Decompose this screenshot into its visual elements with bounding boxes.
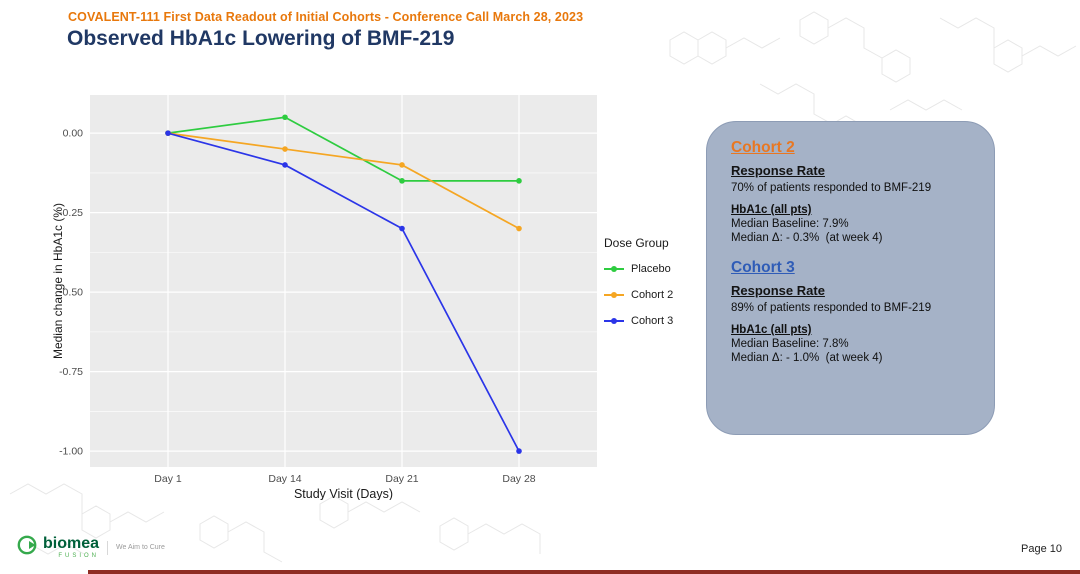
svg-text:-0.25: -0.25 — [59, 207, 83, 219]
legend-item: Placebo — [604, 262, 673, 276]
cohort3-response-rate-text: 89% of patients responded to BMF-219 — [731, 302, 932, 314]
cohort3-hba1c-label: HbA1c (all pts) — [731, 324, 812, 336]
svg-text:-0.75: -0.75 — [59, 366, 83, 378]
cohort3-heading: Cohort 3 — [731, 259, 795, 276]
chart-legend: Dose Group Placebo Cohort 2 Cohort 3 — [604, 236, 673, 340]
cohort2-delta: Median Δ: - 0.3% (at week 4) — [731, 232, 883, 244]
legend-items: Placebo Cohort 2 Cohort 3 — [604, 262, 673, 328]
cohort2-baseline: Median Baseline: 7.9% — [731, 218, 849, 230]
page-title: Observed HbA1c Lowering of BMF-219 — [67, 27, 455, 50]
legend-title: Dose Group — [604, 236, 669, 250]
svg-text:Median change in HbA1c (%): Median change in HbA1c (%) — [51, 203, 65, 359]
svg-text:-1.00: -1.00 — [59, 446, 83, 458]
biomea-fusion-label: FUSION — [58, 553, 100, 559]
cohort3-delta: Median Δ: - 1.0% (at week 4) — [731, 352, 883, 364]
biomea-wordmark: biomea — [43, 535, 100, 552]
biomea-logo-icon — [16, 534, 38, 561]
cohort2-block: Cohort 2 Response Rate 70% of patients r… — [731, 139, 970, 244]
cohort2-response-rate-label: Response Rate — [731, 163, 825, 178]
cohort2-heading: Cohort 2 — [731, 139, 795, 156]
cohort3-block: Cohort 3 Response Rate 89% of patients r… — [731, 259, 970, 364]
legend-item-label: Cohort 2 — [631, 289, 674, 301]
slide-kicker: COVALENT-111 First Data Readout of Initi… — [68, 10, 584, 24]
legend-swatch — [604, 314, 624, 328]
cohort2-response-rate-text: 70% of patients responded to BMF-219 — [731, 182, 932, 194]
molecule-doodle-bottom-left — [9, 483, 541, 563]
legend-item-label: Placebo — [631, 263, 671, 275]
page-number: Page 10 — [1021, 543, 1062, 555]
biomea-logo: biomea FUSION We Aim to Cure — [16, 534, 165, 561]
legend-swatch — [604, 288, 624, 302]
biomea-wordmark-wrap: biomea FUSION — [43, 535, 100, 560]
svg-text:-0.50: -0.50 — [59, 287, 83, 299]
hba1c-chart: 0.00 -0.25 -0.50 -0.75 -1.00 Day 1 Day 14 Day 2… — [51, 95, 597, 500]
legend-item-label: Cohort 3 — [631, 315, 674, 327]
legend-swatch — [604, 262, 624, 276]
legend-item: Cohort 2 — [604, 288, 673, 302]
biomea-tagline: We Aim to Cure — [107, 540, 165, 555]
cohort3-baseline: Median Baseline: 7.8% — [731, 338, 849, 350]
molecule-doodle-top-right — [669, 11, 1077, 149]
infobox: Cohort 2 Response Rate 70% of patients r… — [706, 121, 995, 435]
svg-text:Day 1: Day 1 — [154, 473, 182, 485]
footer-accent-bar — [88, 570, 1080, 574]
cohort2-hba1c-label: HbA1c (all pts) — [731, 204, 812, 216]
svg-text:0.00: 0.00 — [63, 128, 84, 140]
svg-text:Day 14: Day 14 — [268, 473, 301, 485]
legend-item: Cohort 3 — [604, 314, 673, 328]
svg-text:Study Visit (Days): Study Visit (Days) — [294, 487, 393, 500]
svg-text:Day 21: Day 21 — [385, 473, 418, 485]
svg-text:Day 28: Day 28 — [502, 473, 535, 485]
cohort3-response-rate-label: Response Rate — [731, 283, 825, 298]
